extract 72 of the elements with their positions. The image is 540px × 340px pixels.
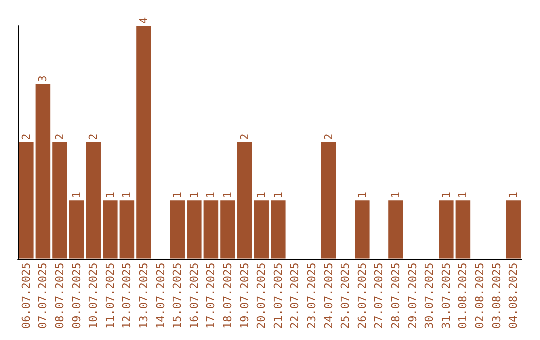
x-tick-label: 26.07.2025 bbox=[356, 262, 369, 330]
data-label: 2 bbox=[322, 134, 336, 140]
x-tick-label: 11.07.2025 bbox=[104, 262, 117, 330]
bar bbox=[52, 142, 68, 259]
bar bbox=[254, 200, 269, 259]
bar bbox=[388, 200, 404, 259]
x-tick-label: 14.07.2025 bbox=[154, 262, 168, 330]
bar bbox=[36, 84, 51, 259]
data-label: 1 bbox=[390, 192, 402, 199]
bar bbox=[237, 142, 252, 259]
data-label: 1 bbox=[104, 192, 117, 199]
bar bbox=[103, 200, 118, 259]
data-label: 1 bbox=[456, 192, 470, 199]
x-tick-label: 25.07.2025 bbox=[339, 262, 352, 330]
x-tick-label: 29.07.2025 bbox=[406, 262, 420, 330]
x-tick-label: 23.07.2025 bbox=[306, 262, 318, 330]
x-tick-label: 22.07.2025 bbox=[288, 262, 302, 330]
data-label: 2 bbox=[238, 134, 252, 140]
bar bbox=[439, 200, 454, 259]
data-label: 1 bbox=[204, 192, 218, 199]
bar bbox=[204, 200, 219, 259]
x-tick-label: 10.07.2025 bbox=[87, 262, 100, 330]
bar bbox=[69, 200, 84, 259]
bar bbox=[355, 200, 370, 259]
x-tick-label: 04.08.2025 bbox=[507, 262, 520, 330]
data-label: 4 bbox=[138, 17, 150, 24]
data-label: 2 bbox=[54, 134, 66, 140]
data-label: 1 bbox=[171, 192, 184, 199]
data-label: 2 bbox=[20, 134, 33, 140]
x-tick-label: 08.07.2025 bbox=[54, 262, 66, 330]
x-tick-label: 12.07.2025 bbox=[120, 262, 134, 330]
x-tick-label: 01.08.2025 bbox=[456, 262, 470, 330]
bar bbox=[321, 142, 336, 259]
x-tick-label: 13.07.2025 bbox=[138, 262, 150, 330]
data-label: 3 bbox=[36, 76, 50, 82]
x-tick-label: 03.08.2025 bbox=[490, 262, 504, 330]
data-label: 1 bbox=[70, 192, 84, 199]
data-label: 1 bbox=[507, 192, 520, 199]
x-tick-label: 30.07.2025 bbox=[423, 262, 436, 330]
data-label: 1 bbox=[120, 192, 134, 199]
x-tick-label: 17.07.2025 bbox=[204, 262, 218, 330]
data-label: 1 bbox=[255, 192, 268, 199]
x-tick-label: 24.07.2025 bbox=[322, 262, 336, 330]
x-tick-label: 31.07.2025 bbox=[440, 262, 453, 330]
bar bbox=[120, 200, 135, 259]
data-label: 2 bbox=[87, 134, 100, 140]
x-tick-label: 15.07.2025 bbox=[171, 262, 184, 330]
x-tick-label: 06.07.2025 bbox=[20, 262, 33, 330]
bar bbox=[86, 142, 101, 259]
x-tick-label: 28.07.2025 bbox=[390, 262, 402, 330]
x-tick-label: 21.07.2025 bbox=[272, 262, 285, 330]
data-label: 1 bbox=[440, 192, 453, 199]
x-tick-label: 02.08.2025 bbox=[474, 262, 486, 330]
x-tick-label: 07.07.2025 bbox=[36, 262, 50, 330]
bar bbox=[19, 142, 34, 259]
bar bbox=[136, 26, 152, 259]
x-tick-label: 16.07.2025 bbox=[188, 262, 201, 330]
bar bbox=[220, 200, 236, 259]
data-label: 1 bbox=[188, 192, 201, 199]
bar bbox=[170, 200, 185, 259]
x-tick-label: 27.07.2025 bbox=[372, 262, 386, 330]
data-label: 1 bbox=[272, 192, 285, 199]
bar bbox=[271, 200, 286, 259]
bar bbox=[506, 200, 521, 259]
x-tick-label: 20.07.2025 bbox=[255, 262, 268, 330]
x-tick-label: 09.07.2025 bbox=[70, 262, 84, 330]
bar bbox=[456, 200, 471, 259]
bar bbox=[187, 200, 202, 259]
data-label: 1 bbox=[356, 192, 369, 199]
x-tick-label: 18.07.2025 bbox=[222, 262, 234, 330]
data-label: 1 bbox=[222, 192, 234, 199]
x-tick-label: 19.07.2025 bbox=[238, 262, 252, 330]
